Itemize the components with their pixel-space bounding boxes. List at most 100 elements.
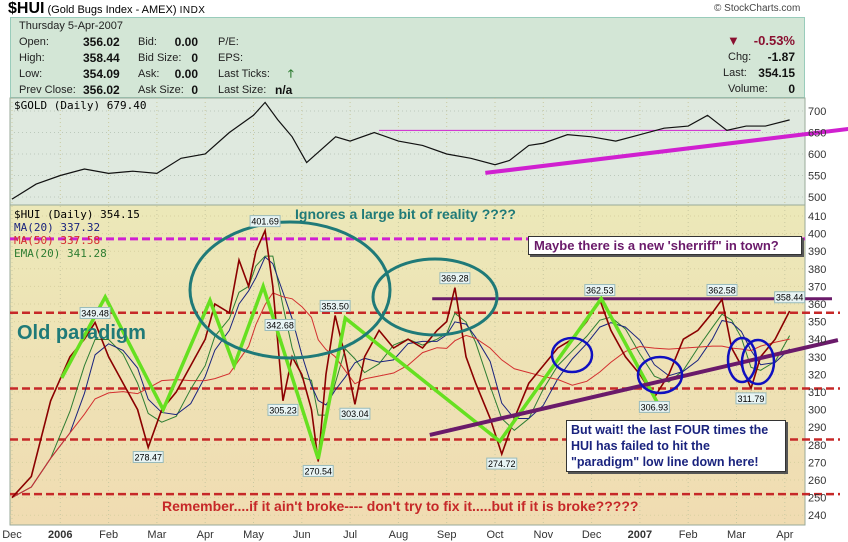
price-label: 270.54 <box>304 466 332 476</box>
quote-label: Prev Close: <box>19 84 76 96</box>
quote-value: n/a <box>275 83 293 97</box>
legend-ema20: EMA(20) 341.28 <box>14 247 107 260</box>
index-name: (Gold Bugs Index - AMEX) <box>47 4 177 16</box>
price-label-box <box>302 464 334 477</box>
gold-trendline <box>485 127 848 175</box>
ma20-line <box>11 256 790 499</box>
ma50-line <box>11 292 790 499</box>
y-tick-label: 300 <box>808 405 826 417</box>
note-but-wait: But wait! the last FOUR times the HUI ha… <box>566 420 786 472</box>
green-zigzag <box>60 280 661 460</box>
quote-label: Ask Size: <box>138 84 184 96</box>
quote-label: Bid: <box>138 36 157 48</box>
y-tick-label: 650 <box>808 128 826 140</box>
purple-trendline <box>429 338 839 437</box>
quote-label: High: <box>19 52 45 64</box>
x-tick-label: Sep <box>437 529 457 541</box>
price-label: 353.50 <box>321 301 349 311</box>
hui-legend: $HUI (Daily) 354.15 MA(20) 337.32 MA(50)… <box>14 208 140 260</box>
down-triangle-icon: ▼ <box>727 33 740 48</box>
gold-panel <box>9 97 806 206</box>
price-label-box <box>584 284 616 297</box>
price-label-box <box>249 215 281 228</box>
price-label: 349.48 <box>81 309 109 319</box>
price-label: 342.68 <box>266 320 294 330</box>
credit: © StockCharts.com <box>714 3 801 14</box>
quote-value: 358.44 <box>83 51 120 65</box>
last-value: 354.15 <box>758 66 795 80</box>
x-tick-label: Mar <box>727 529 746 541</box>
y-tick-label: 600 <box>808 149 826 161</box>
price-label-box <box>339 407 371 420</box>
y-tick-label: 250 <box>808 493 826 505</box>
x-tick-label: Mar <box>147 529 166 541</box>
y-tick-label: 550 <box>808 171 826 183</box>
legend-ma20: MA(20) 337.32 <box>14 221 101 234</box>
x-tick-label: Dec <box>582 529 602 541</box>
x-tick-label: 2007 <box>628 529 652 541</box>
price-label-box <box>264 318 296 331</box>
x-tick-label: Feb <box>99 529 118 541</box>
x-tick-label: Aug <box>389 529 409 541</box>
y-tick-label: 260 <box>808 475 826 487</box>
low-circle <box>636 355 684 395</box>
low-circle <box>550 336 594 374</box>
price-label: 401.69 <box>251 217 279 227</box>
y-tick-label: 320 <box>808 369 826 381</box>
price-label: 306.93 <box>641 402 669 412</box>
price-label-box <box>706 283 738 296</box>
y-tick-label: 280 <box>808 440 826 452</box>
y-tick-label: 330 <box>808 352 826 364</box>
y-tick-label: 360 <box>808 299 826 311</box>
symbol: $HUI <box>8 0 45 17</box>
quote-label: Open: <box>19 36 49 48</box>
quote-value: 0 <box>191 51 198 65</box>
x-tick-label: Dec <box>2 529 22 541</box>
quote-value: 0.00 <box>174 67 198 81</box>
y-tick-label: 340 <box>808 334 826 346</box>
price-label: 362.58 <box>708 285 736 295</box>
x-tick-label: May <box>243 529 264 541</box>
quote-value: 356.02 <box>83 83 120 97</box>
y-tick-label: 390 <box>808 246 826 258</box>
gold-legend: $GOLD (Daily) 679.40 <box>14 99 147 112</box>
price-label-box <box>79 307 111 320</box>
low-circle <box>726 336 758 384</box>
price-label: 303.04 <box>341 409 369 419</box>
quote-value: 354.09 <box>83 67 120 81</box>
y-tick-label: 240 <box>808 510 826 522</box>
price-label: 369.28 <box>441 274 469 284</box>
highlight-ellipse <box>371 257 499 337</box>
price-label-box <box>132 450 164 463</box>
x-tick-label: 2006 <box>48 529 72 541</box>
chg-value: -1.87 <box>767 50 795 64</box>
price-label-box <box>439 272 471 285</box>
quote-label: EPS: <box>218 52 244 64</box>
x-tick-label: Oct <box>486 529 503 541</box>
price-label-box <box>774 291 806 304</box>
x-tick-label: Feb <box>679 529 698 541</box>
price-label: 358.44 <box>776 293 804 303</box>
quote-date: Thursday 5-Apr-2007 <box>19 20 123 32</box>
x-tick-label: Jul <box>343 529 357 541</box>
price-label-box <box>319 299 351 312</box>
x-tick-label: Apr <box>776 529 793 541</box>
price-label: 274.72 <box>488 459 516 469</box>
x-tick-label: Nov <box>534 529 554 541</box>
change-percent: -0.53% <box>753 33 795 48</box>
y-tick-label: 380 <box>808 264 826 276</box>
volume-label: Volume: <box>728 83 768 95</box>
note-sheriff: Maybe there is a new 'sherriff" in town? <box>528 236 802 255</box>
chart-title: $HUI (Gold Bugs Index - AMEX) INDX <box>8 0 205 18</box>
price-label-box <box>638 400 670 413</box>
price-label: 362.53 <box>586 286 614 296</box>
hui-title: $HUI (Daily) 354.15 <box>14 208 140 221</box>
y-tick-label: 370 <box>808 281 826 293</box>
hui-price-line <box>11 227 791 499</box>
y-tick-label: 310 <box>808 387 826 399</box>
quote-label: Last Ticks: <box>218 68 270 80</box>
quote-value: 0.00 <box>174 35 198 49</box>
y-tick-label: 350 <box>808 317 826 329</box>
